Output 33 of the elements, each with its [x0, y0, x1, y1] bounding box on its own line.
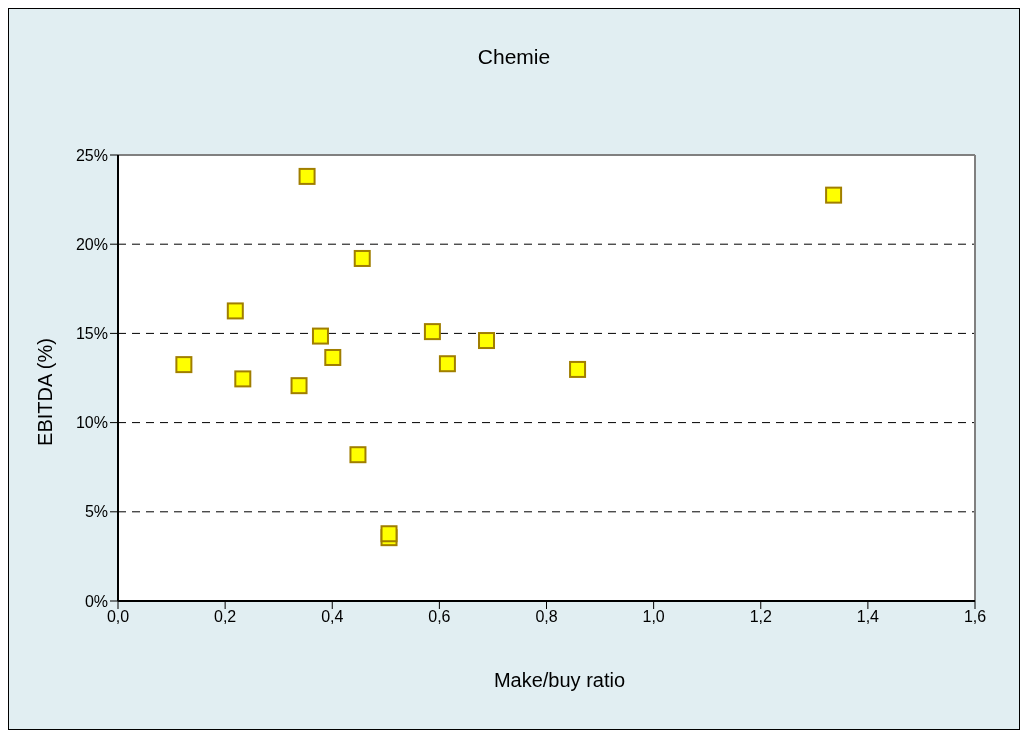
y-tick-label: 20%	[75, 235, 108, 253]
point	[825, 186, 843, 204]
point	[380, 525, 398, 543]
x-tick-label: 0,6	[428, 608, 451, 626]
point	[569, 360, 587, 378]
y-tick-label: 10%	[75, 414, 108, 432]
x-tick-label: 0,2	[214, 608, 237, 626]
x-axis-title: Make/buy ratio	[492, 669, 627, 692]
point	[311, 327, 329, 345]
y-tick-label: 5%	[84, 503, 108, 521]
point	[298, 167, 316, 185]
y-axis-title: EBITDA (%)	[33, 338, 57, 446]
y-tick-label: 15%	[75, 325, 108, 343]
y-tick-label: 25%	[75, 146, 108, 164]
point	[349, 446, 367, 464]
point	[438, 355, 456, 373]
point	[478, 332, 496, 350]
x-tick-label: 1,6	[963, 608, 987, 626]
point	[290, 377, 308, 395]
y-tick-label: 0%	[84, 592, 108, 610]
x-tick-label: 1,0	[642, 608, 665, 626]
point	[353, 249, 371, 267]
x-tick-label: 0,8	[535, 608, 558, 626]
x-tick-label: 1,2	[749, 608, 772, 626]
point	[324, 348, 342, 366]
point	[234, 370, 252, 388]
point	[423, 323, 441, 341]
x-tick-label: 0,4	[321, 608, 344, 626]
point	[175, 356, 193, 374]
x-tick-label: 1,4	[856, 608, 880, 626]
point	[226, 302, 244, 320]
x-tick-label: 0,0	[106, 608, 130, 626]
chart-title: Chemie	[476, 45, 552, 69]
